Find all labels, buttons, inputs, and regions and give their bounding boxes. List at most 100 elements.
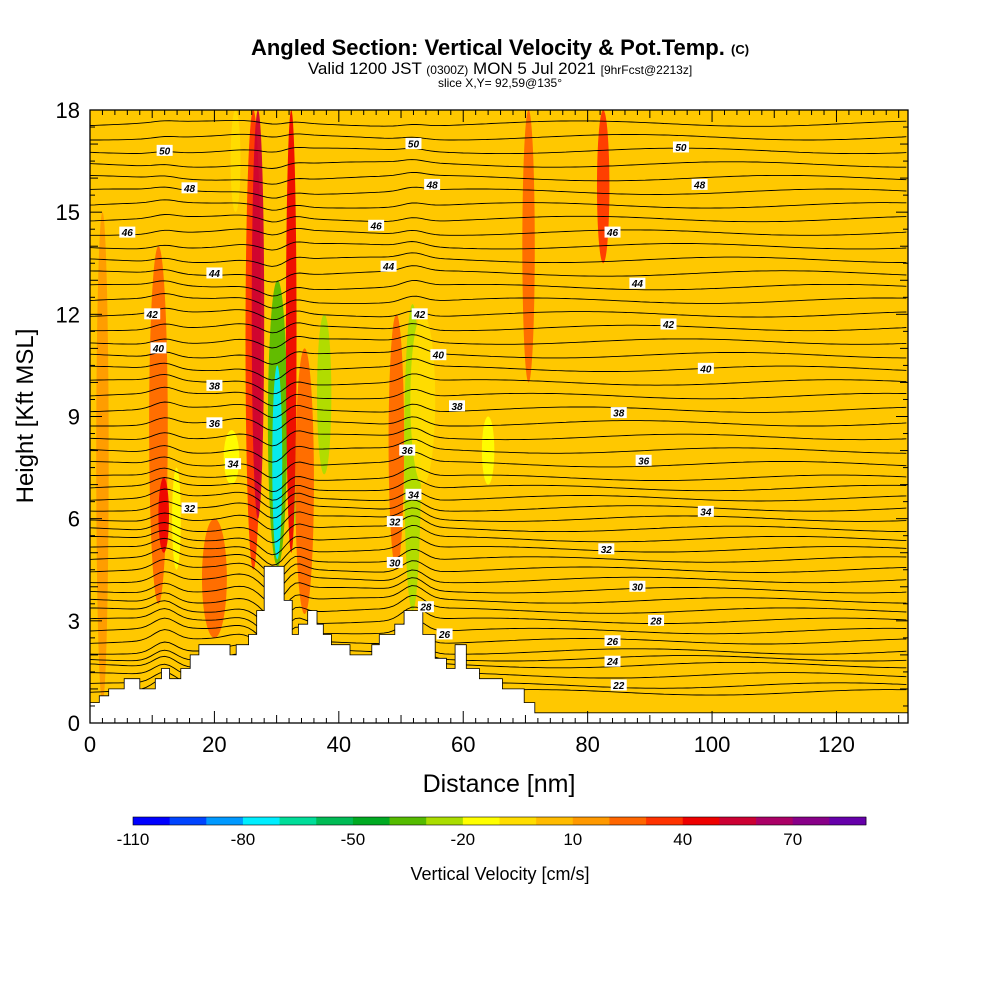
theta-label-bg [436, 628, 453, 640]
theta-label-text: 42 [662, 320, 675, 331]
title-main: Angled Section: Vertical Velocity & Pot.… [250, 35, 725, 60]
theta-label-bg [156, 144, 173, 156]
valid-utc: (0300Z) [426, 63, 469, 77]
theta-label: 38 [206, 379, 223, 392]
valid-date: MON 5 Jul 2021 [473, 59, 596, 78]
theta-label-text: 46 [606, 228, 619, 239]
velocity-band [172, 467, 181, 570]
x-tick-labels: 0 20 40 60 80 100 120 [84, 732, 855, 757]
theta-label: 34 [697, 505, 714, 518]
colorbar-swatch [719, 817, 757, 825]
y-axis-label: Height [Kft MSL] [12, 329, 39, 504]
theta-contour [90, 499, 907, 519]
theta-contour [90, 606, 907, 639]
colorbar-swatch [279, 817, 317, 825]
theta-label: 48 [181, 182, 198, 195]
colorbar-tick-label: -20 [451, 830, 476, 849]
theta-label-bg [604, 635, 621, 647]
theta-label-bg [411, 308, 428, 320]
theta-label-text: 42 [146, 310, 159, 321]
theta-label-text: 28 [419, 603, 432, 614]
theta-label-bg [610, 407, 627, 419]
theta-contour [90, 536, 907, 566]
theta-contour [90, 186, 907, 199]
theta-label-text: 32 [184, 504, 196, 515]
colorbar-swatch [536, 817, 574, 825]
theta-label-text: 34 [700, 507, 712, 518]
theta-contour [90, 171, 907, 185]
theta-label: 34 [405, 488, 422, 501]
y-tick-label: 12 [56, 302, 80, 327]
theta-contour [90, 119, 907, 127]
theta-label-text: 36 [209, 419, 221, 430]
y-tick-label: 18 [56, 98, 80, 123]
theta-contour [90, 438, 907, 463]
plot-area: 50 48 46 44 42 40 38 36 34 32 50 48 46 44 42 40 38 36 34 32… [90, 110, 908, 723]
theta-label-text: 44 [208, 269, 221, 280]
theta-contour [90, 416, 907, 432]
theta-label-text: 40 [699, 364, 712, 375]
theta-label-text: 48 [693, 180, 706, 191]
theta-label-bg [610, 679, 627, 691]
theta-label: 30 [629, 580, 646, 593]
colorbar-swatch [316, 817, 354, 825]
theta-label-bg [405, 138, 422, 150]
theta-label: 42 [411, 308, 428, 321]
colorbar-swatch [169, 817, 207, 825]
theta-label-text: 30 [389, 558, 401, 569]
theta-contour [90, 466, 907, 493]
colorbar-tick-label: -110 [117, 830, 150, 849]
theta-label: 44 [380, 260, 397, 273]
y-tick-label: 6 [68, 507, 80, 532]
theta-label-bg [430, 349, 447, 361]
theta-contour [90, 585, 907, 617]
theta-label-text: 34 [408, 490, 420, 501]
theta-label-bg [181, 182, 198, 194]
colorbar [132, 816, 867, 826]
colorbar-swatch [609, 817, 647, 825]
colorbar-swatch [389, 817, 427, 825]
velocity-band [223, 430, 240, 485]
theta-label: 40 [430, 349, 447, 362]
colorbar-tick-labels: -110 -80 -50 -20 10 40 70 [117, 830, 803, 849]
theta-label: 46 [119, 226, 136, 239]
theta-label-text: 50 [675, 143, 687, 154]
theta-label: 38 [610, 407, 627, 420]
theta-contour [90, 569, 907, 592]
theta-label-text: 50 [159, 146, 171, 157]
theta-label-bg [672, 141, 689, 153]
theta-label-text: 46 [121, 228, 134, 239]
forecast-label: [9hrFcst@2213z] [600, 63, 693, 77]
colorbar-swatch [829, 817, 867, 825]
theta-label: 46 [604, 226, 621, 239]
theta-label: 36 [206, 417, 223, 430]
theta-label-text: 44 [631, 279, 644, 290]
colorbar-swatch [682, 817, 720, 825]
theta-label-text: 26 [606, 637, 619, 648]
theta-label-text: 28 [650, 616, 663, 627]
theta-label: 24 [604, 655, 621, 668]
theta-contour [90, 488, 907, 509]
colorbar-swatch [426, 817, 464, 825]
theta-label-bg [424, 178, 441, 190]
colorbar-label: Vertical Velocity [cm/s] [410, 864, 589, 884]
velocity-band [388, 314, 405, 570]
colorbar-tick-label: -50 [341, 830, 366, 849]
theta-label-text: 30 [632, 582, 644, 593]
theta-label-text: 38 [451, 402, 463, 413]
theta-label-bg [206, 267, 223, 279]
theta-contour [90, 515, 907, 544]
theta-contour [90, 558, 907, 583]
theta-label: 42 [144, 308, 161, 321]
velocity-band [230, 110, 241, 213]
theta-label-bg [150, 342, 167, 354]
theta-label-text: 40 [152, 344, 165, 355]
theta-label-text: 38 [209, 381, 221, 392]
theta-label-bg [604, 655, 621, 667]
velocity-band [272, 365, 283, 560]
velocity-band [317, 314, 332, 475]
chart-subtitle: Valid 1200 JST (0300Z) MON 5 Jul 2021 [9… [0, 59, 1000, 80]
colorbar-tick-label: -80 [231, 830, 256, 849]
y-tick-label: 3 [68, 609, 80, 634]
